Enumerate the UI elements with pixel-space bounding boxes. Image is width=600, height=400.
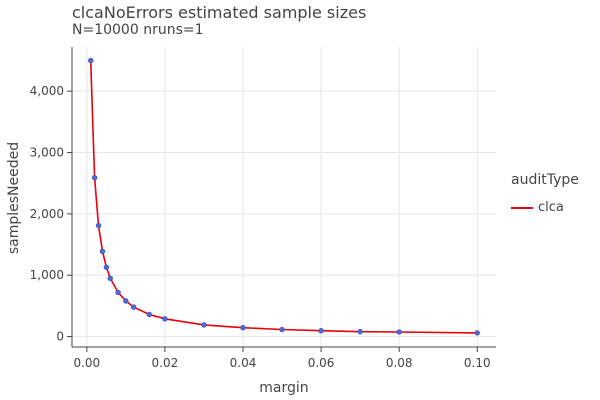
series	[88, 57, 480, 336]
legend-swatch	[511, 207, 533, 209]
x-tick-label: 0.06	[308, 356, 335, 370]
y-tick-label: 0	[56, 330, 64, 344]
data-point	[474, 330, 480, 336]
legend-item-clca[interactable]: clca	[511, 200, 564, 215]
y-axis-label: samplesNeeded	[6, 142, 22, 254]
grid	[72, 47, 496, 347]
data-point	[91, 174, 98, 181]
data-point	[279, 326, 285, 333]
chart-subtitle: N=10000 nruns=1	[72, 22, 204, 38]
x-tick-label: 0.04	[230, 356, 257, 370]
data-point	[318, 328, 324, 334]
data-point	[240, 324, 246, 331]
data-point	[107, 275, 113, 281]
series-line-clca	[89, 60, 478, 334]
axes: 0.00 0.02 0.04 0.06 0.08 0.10 0 1,000 2,000 3,000…	[30, 47, 496, 370]
legend-title: auditType	[511, 172, 579, 188]
y-tick-label: 1,000	[30, 268, 64, 282]
x-tick-label: 0.02	[152, 356, 179, 370]
data-point	[103, 264, 110, 270]
x-tick-label: 0.10	[464, 356, 491, 370]
y-tick-label: 4,000	[30, 84, 64, 98]
chart-title: clcaNoErrors estimated sample sizes	[72, 3, 367, 22]
data-point	[130, 304, 137, 310]
x-axis-label: margin	[259, 380, 308, 396]
data-point	[357, 328, 363, 335]
data-point	[115, 289, 121, 296]
legend-label: clca	[538, 200, 564, 215]
data-point	[88, 57, 94, 64]
data-point	[396, 329, 402, 335]
x-tick-label: 0.08	[386, 356, 413, 370]
y-tick-label: 2,000	[30, 207, 64, 221]
x-tick-label: 0.00	[73, 356, 100, 370]
y-tick-label: 3,000	[30, 146, 64, 160]
data-point	[95, 222, 102, 229]
data-point	[162, 316, 168, 322]
data-point	[123, 298, 129, 304]
data-point	[99, 248, 106, 254]
data-point	[201, 322, 207, 328]
data-point	[146, 311, 153, 318]
